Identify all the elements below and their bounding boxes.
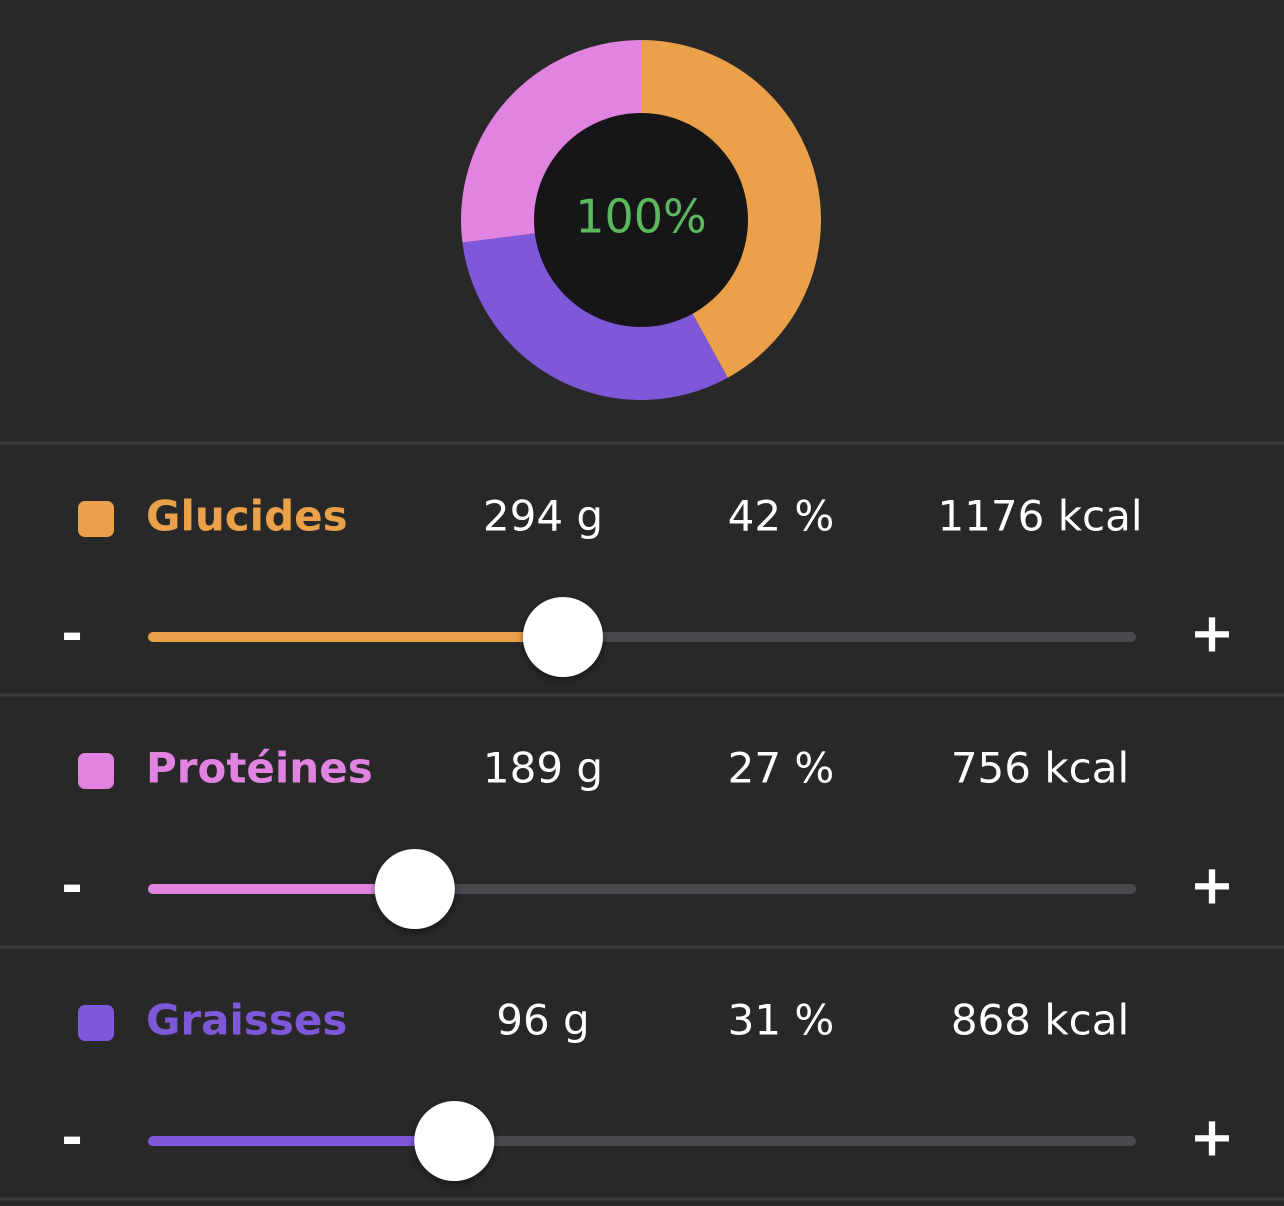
slider-fill <box>148 884 415 894</box>
color-swatch <box>78 1005 114 1041</box>
decrease-button[interactable]: - <box>61 1108 83 1168</box>
percent: 42 % <box>728 492 835 541</box>
percent: 27 % <box>728 744 835 793</box>
color-swatch <box>78 753 114 789</box>
macro-name: Graisses <box>146 996 347 1045</box>
separator <box>0 693 1284 697</box>
separator <box>0 945 1284 949</box>
increase-button[interactable]: + <box>1189 854 1234 917</box>
grams: 189 g <box>483 744 603 793</box>
slider-thumb[interactable] <box>414 1101 495 1181</box>
kcal: 1176 kcal <box>937 492 1142 541</box>
decrease-button[interactable]: - <box>61 604 83 664</box>
color-swatch <box>78 501 114 537</box>
macro-name: Protéines <box>146 744 373 793</box>
grams: 294 g <box>483 492 603 541</box>
increase-button[interactable]: + <box>1189 602 1234 665</box>
slider-thumb[interactable] <box>522 597 603 677</box>
donut-hole <box>534 113 748 327</box>
grams: 96 g <box>496 996 589 1045</box>
decrease-button[interactable]: - <box>61 856 83 916</box>
macro-rows: Glucides 294 g 42 % 1176 kcal - + Protéines 189… <box>0 441 1284 1201</box>
separator <box>0 1197 1284 1201</box>
separator <box>0 441 1284 445</box>
kcal: 756 kcal <box>951 744 1129 793</box>
kcal: 868 kcal <box>951 996 1129 1045</box>
slider-thumb[interactable] <box>374 849 455 929</box>
increase-button[interactable]: + <box>1189 1106 1234 1169</box>
slider-fill <box>148 1136 455 1146</box>
percent: 31 % <box>728 996 835 1045</box>
macro-name: Glucides <box>146 492 348 541</box>
slider-fill <box>148 632 563 642</box>
total-label: 100% <box>575 190 707 244</box>
